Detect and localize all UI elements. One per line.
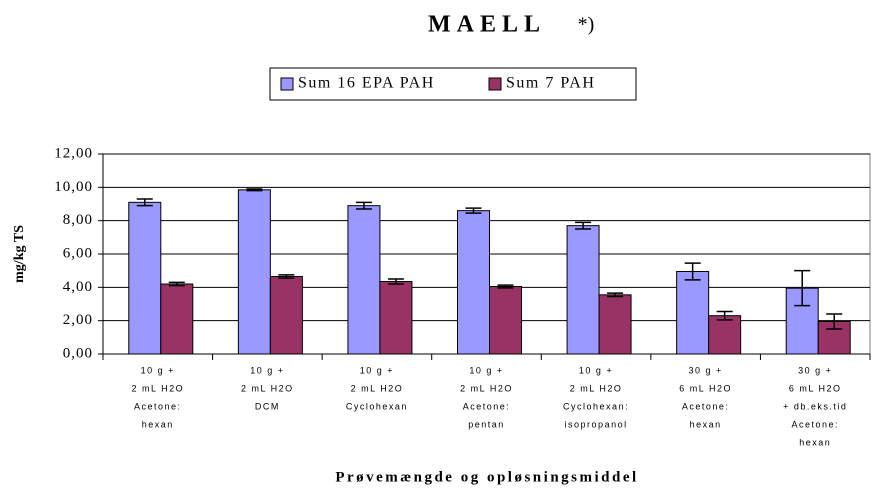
x-tick-label: 10 g + [250,365,284,375]
x-tick-label: hexan [142,419,174,429]
bar [708,315,742,355]
error-bar [278,274,295,279]
y-tick-label: 10,00 [54,179,93,195]
error-bar [684,262,701,281]
legend-box [269,67,637,101]
x-tick-label: 30 g + [798,365,832,375]
error-bar [794,269,811,307]
error-bar [607,292,624,298]
bar [128,201,162,355]
error-bar [246,188,263,192]
x-tick-label: 6 mL H2O [789,383,842,393]
x-tick-label: hexan [690,419,722,429]
y-tick-label: 4,00 [63,279,93,295]
x-tick-label: 2 mL H2O [131,383,184,393]
y-tick-label: 6,00 [63,245,93,261]
x-tick-label: 2 mL H2O [241,383,294,393]
legend-swatch [280,77,294,91]
error-bar [575,221,592,230]
x-axis-label: Prøvemængde og opløsningsmiddel [335,469,638,485]
legend-label: Sum 16 EPA PAH [298,75,435,92]
legend-label: Sum 7 PAH [506,75,595,92]
chart-title: MAELL [428,12,546,38]
error-bar [387,278,404,285]
x-tick-label: 2 mL H2O [460,383,513,393]
y-tick-label: 0,00 [63,345,93,361]
bar [457,210,490,355]
bar [566,225,600,355]
x-tick-label: 10 g + [469,365,503,375]
bar [160,283,194,355]
bar [676,271,710,355]
bar [237,189,271,355]
x-tick-label: 30 g + [689,365,723,375]
x-tick-label: Acetone: [463,401,511,411]
x-tick-label: 10 g + [360,365,394,375]
error-bar [716,310,733,321]
x-tick-label: 10 g + [141,365,175,375]
y-tick-label: 2,00 [63,312,93,328]
annotation: *) [578,14,595,36]
y-axis-label: mg/kg TS [12,225,27,283]
error-bar [826,313,843,330]
error-bar [355,201,372,210]
x-tick-label: DCM [255,401,280,411]
bar [379,281,413,355]
error-bar [465,207,482,214]
x-tick-label: 2 mL H2O [570,383,623,393]
error-bar [168,281,185,287]
y-tick-label: 8,00 [63,212,93,228]
x-tick-label: 2 mL H2O [351,383,404,393]
x-tick-label: pentan [468,419,505,429]
x-tick-label: 6 mL H2O [679,383,732,393]
x-tick-label: Acetone: [134,401,182,411]
bar [598,294,632,355]
bar [347,205,381,355]
y-tick-label: 12,00 [54,145,93,161]
x-tick-label: isopropanol [565,419,628,429]
legend-swatch [488,77,502,91]
x-tick-label: + db.eks.tid [783,401,847,411]
x-tick-label: hexan [799,437,831,447]
error-bar [136,198,153,207]
error-bar [497,284,514,289]
x-tick-label: Acetone: [682,401,730,411]
x-tick-label: Acetone: [791,419,839,429]
bar [489,286,522,355]
bar [269,276,303,355]
x-tick-label: Cyclohexan [346,401,408,411]
x-tick-label: Cyclohexan: [563,401,629,411]
x-tick-label: 10 g + [579,365,613,375]
